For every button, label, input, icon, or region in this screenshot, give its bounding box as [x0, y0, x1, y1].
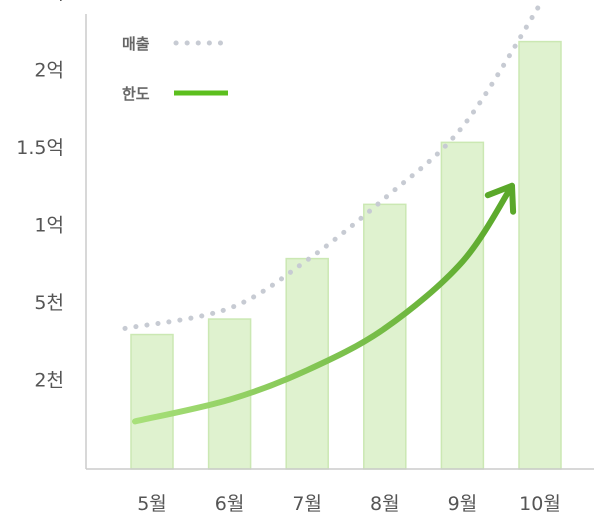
limit-arrowhead: [484, 182, 517, 215]
x-axis-tick-labels: 5월 6월 7월 8월 9월 10월: [137, 493, 561, 515]
y-tick-label: 1억: [34, 215, 64, 237]
y-tick-label: 5천: [34, 292, 64, 314]
y-tick-label: 2억: [34, 60, 64, 82]
axes: [85, 14, 594, 470]
y-tick-label: 1.5억: [16, 137, 64, 159]
y-axis-tick-labels: 2천 5천 1억 1.5억 2억 2.5억: [16, 0, 64, 392]
series-lines: [122, 1, 543, 425]
legend-label: 한도: [122, 85, 150, 103]
bar-10월: [518, 40, 562, 470]
limit-line: [132, 182, 515, 425]
y-tick-label: 2천: [34, 370, 64, 392]
x-tick-label: 10월: [519, 493, 561, 515]
x-tick-label: 6월: [215, 493, 245, 515]
bars: [130, 40, 562, 470]
bar-9월: [440, 141, 485, 470]
bar-5월: [130, 333, 174, 470]
x-tick-label: 8월: [370, 493, 400, 515]
x-tick-label: 7월: [292, 493, 322, 515]
y-tick-label: 2.5억: [16, 0, 64, 4]
x-tick-label: 5월: [137, 493, 167, 515]
legend-label: 매출: [122, 35, 150, 53]
x-tick-label: 9월: [448, 493, 478, 515]
